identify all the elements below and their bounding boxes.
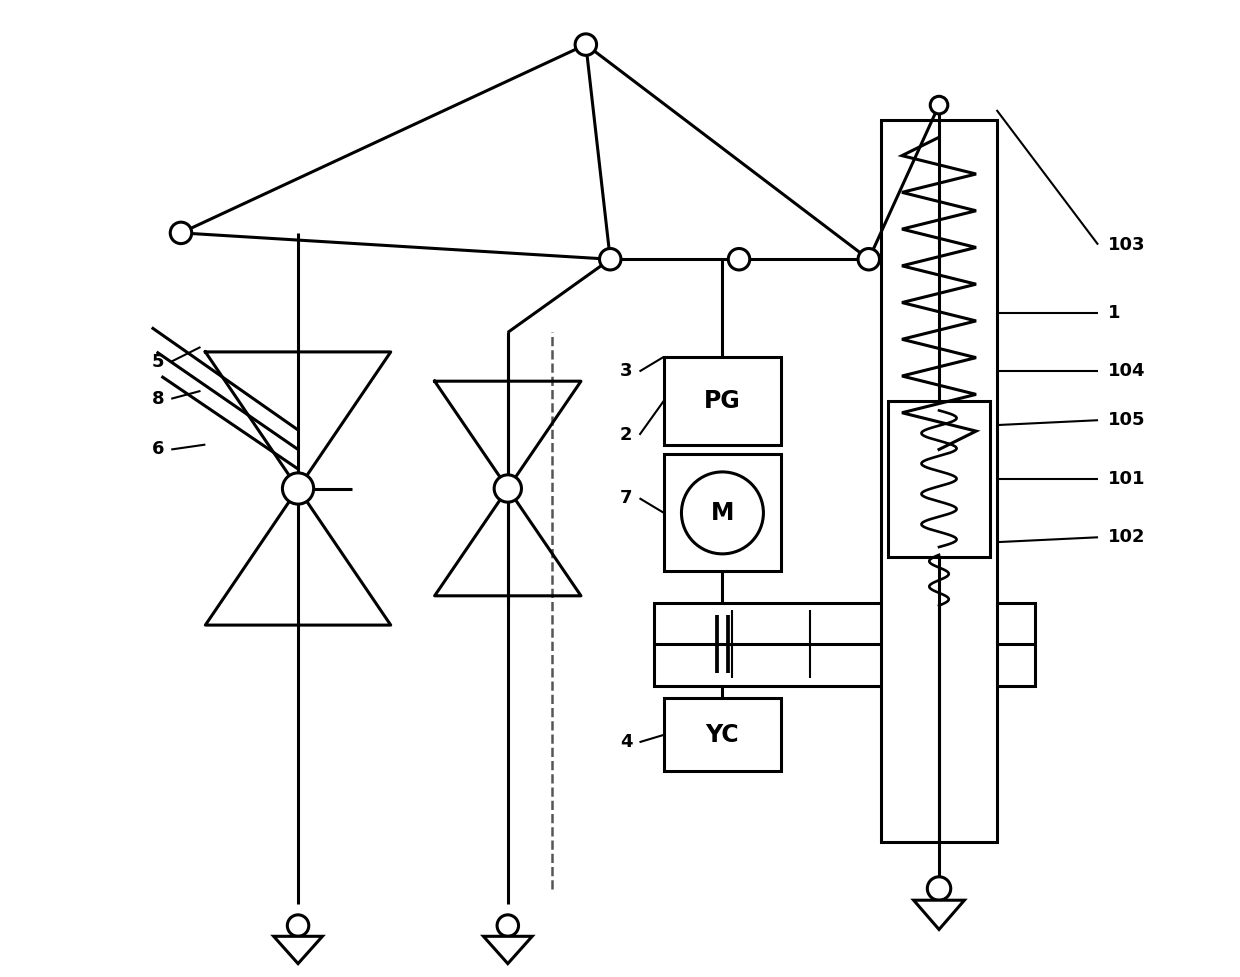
Text: 101: 101 [1107,470,1146,488]
Text: 102: 102 [1107,529,1146,546]
Polygon shape [484,936,532,963]
Circle shape [928,876,951,900]
Polygon shape [914,900,965,929]
Text: 1: 1 [1107,304,1120,321]
Text: 2: 2 [620,426,632,444]
Text: YC: YC [706,723,739,746]
Circle shape [283,473,314,504]
Text: 103: 103 [1107,235,1146,254]
Bar [663,357,781,445]
Text: 104: 104 [1107,362,1146,380]
Text: 6: 6 [151,441,164,458]
Circle shape [728,248,750,270]
Text: M: M [711,501,734,525]
Circle shape [497,914,518,936]
Text: 4: 4 [620,733,632,751]
Circle shape [495,475,522,502]
Text: 8: 8 [151,390,165,407]
Bar [663,454,781,572]
Text: PG: PG [704,389,740,412]
Bar [882,120,997,841]
Text: 3: 3 [620,362,632,380]
Polygon shape [274,936,322,963]
Circle shape [575,34,596,56]
Text: 7: 7 [620,489,632,507]
Circle shape [858,248,879,270]
Bar [663,699,781,772]
Bar [655,603,1034,686]
Text: 5: 5 [151,353,164,370]
Bar [888,401,990,557]
Circle shape [930,97,947,114]
Circle shape [682,472,764,554]
Text: 105: 105 [1107,411,1146,429]
Circle shape [170,222,192,243]
Circle shape [288,914,309,936]
Circle shape [599,248,621,270]
